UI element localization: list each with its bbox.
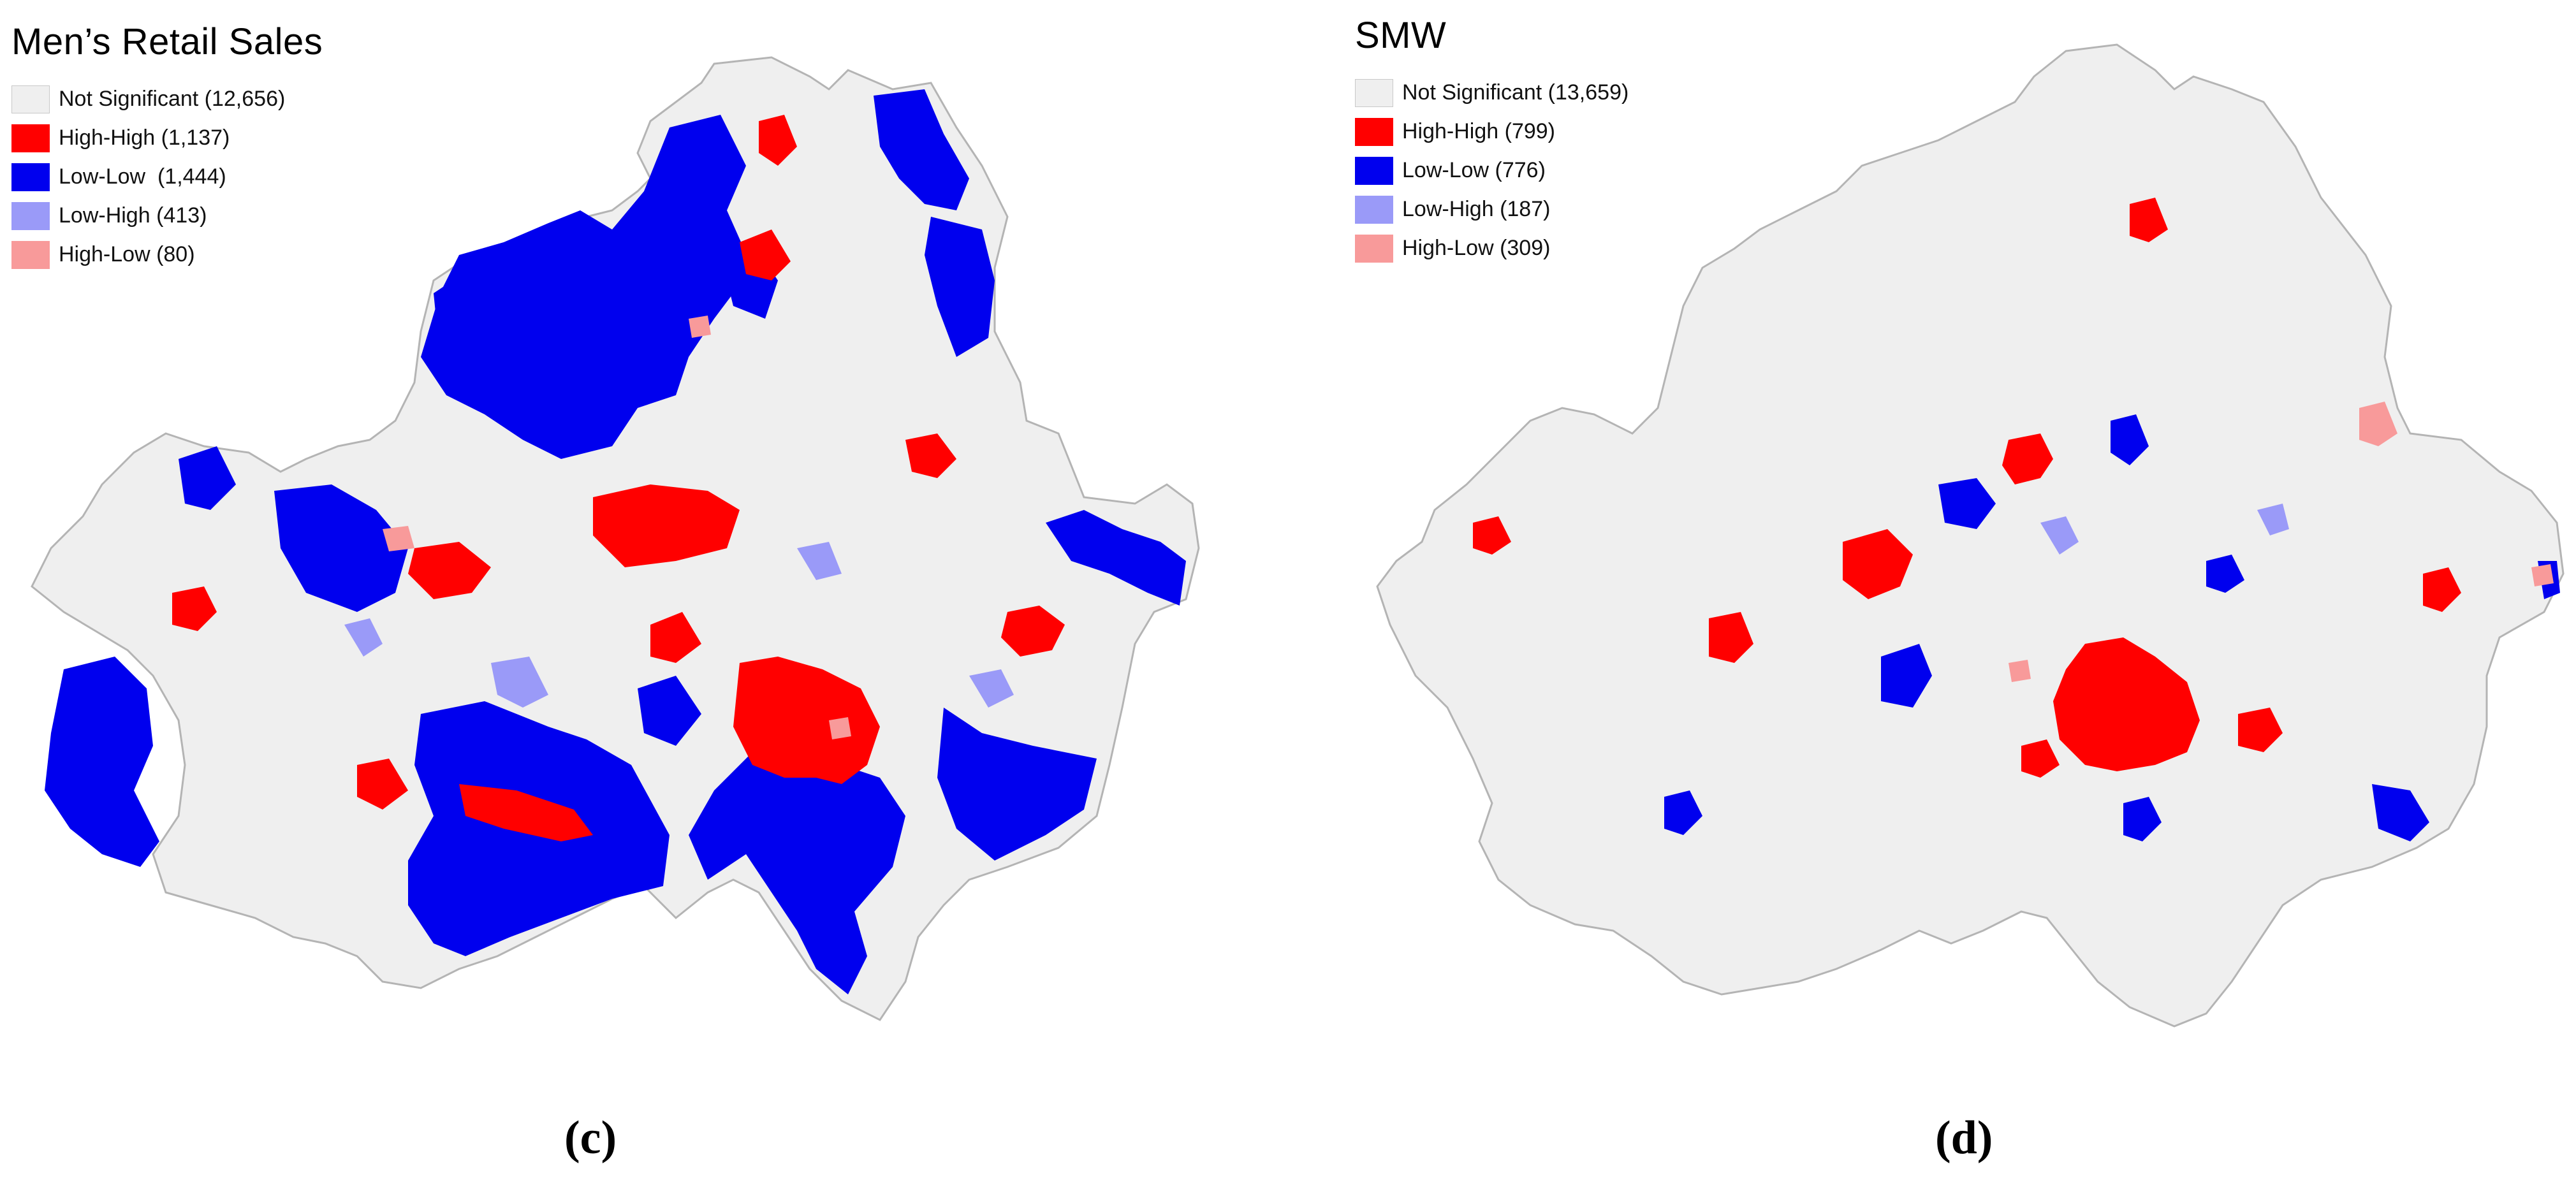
high-high-region-c3 xyxy=(408,542,491,599)
map-legend: Not Significant (13,659) High-High (799)… xyxy=(1355,73,1628,268)
legend-item-high-low: High-Low (309) xyxy=(1355,229,1628,268)
map-title: SMW xyxy=(1355,15,1447,56)
low-low-region-c4 xyxy=(274,484,408,612)
low-low-region-c8 xyxy=(45,657,159,867)
low-low-region-d3 xyxy=(2372,784,2429,841)
map-panel-d: SMW Not Significant (13,659) High-High (… xyxy=(1288,0,2576,1178)
legend-item-not-significant: Not Significant (12,656) xyxy=(11,80,285,119)
legend-label: High-High (799) xyxy=(1402,119,1555,143)
high-high-region-c9 xyxy=(905,433,956,478)
high-high-region-d8 xyxy=(2130,198,2168,242)
city-outline-d xyxy=(1376,43,2565,1028)
low-low-region-d2 xyxy=(1938,478,1996,529)
map-panel-c: Men’s Retail Sales Not Significant (12,6… xyxy=(11,21,1200,1164)
high-high-region-d6 xyxy=(2238,708,2283,752)
high-low-region-d2 xyxy=(2009,660,2031,682)
legend-swatch-not-significant xyxy=(11,85,50,113)
high-high-region-d9 xyxy=(2021,739,2060,778)
high-high-region-d3 xyxy=(2002,433,2053,484)
low-low-region-d1 xyxy=(1881,644,1932,708)
high-high-region-c10 xyxy=(172,586,217,631)
legend-label: Low-High (187) xyxy=(1402,197,1551,221)
high-high-region-c5 xyxy=(1001,606,1065,657)
low-high-region-c1 xyxy=(491,657,548,708)
high-high-region-c1 xyxy=(593,484,740,567)
panel-label: (d) xyxy=(1935,1112,1993,1164)
legend-item-low-low: Low-Low (1,444) xyxy=(11,157,285,196)
map-title: Men’s Retail Sales xyxy=(11,21,323,62)
high-high-region-c2 xyxy=(733,657,880,784)
legend-swatch-high-low xyxy=(1355,234,1393,263)
high-low-region-c2 xyxy=(689,316,711,338)
high-high-region-c7 xyxy=(357,759,408,810)
cluster-regions-d xyxy=(1473,198,2560,841)
cluster-map-c xyxy=(31,56,1200,1021)
legend-label: Not Significant (13,659) xyxy=(1402,80,1629,105)
legend-item-high-high: High-High (1,137) xyxy=(11,119,285,157)
low-low-region-c6 xyxy=(689,739,905,994)
low-high-region-c4 xyxy=(969,669,1014,708)
high-high-region-c8 xyxy=(650,612,701,663)
legend-label: Low-Low (1,444) xyxy=(59,164,226,189)
legend-item-low-high: Low-High (187) xyxy=(1355,190,1628,229)
high-low-region-d1 xyxy=(2359,402,2397,446)
high-low-region-c1 xyxy=(383,526,414,551)
legend-item-low-low: Low-Low (776) xyxy=(1355,151,1628,190)
panel-label: (c) xyxy=(564,1112,617,1164)
low-high-region-d1 xyxy=(2040,516,2079,555)
legend-item-low-high: Low-High (413) xyxy=(11,196,285,235)
legend-swatch-high-low xyxy=(11,240,50,269)
legend-swatch-low-low xyxy=(11,163,50,191)
low-low-region-c10 xyxy=(434,268,497,382)
low-low-region-c1 xyxy=(421,115,752,459)
low-low-region-d4 xyxy=(2111,414,2149,465)
low-low-region-c12 xyxy=(638,676,701,746)
legend-label: High-Low (309) xyxy=(1402,236,1551,260)
low-low-region-c9 xyxy=(1046,510,1186,606)
legend-swatch-low-high xyxy=(1355,195,1393,224)
legend-swatch-high-high xyxy=(1355,117,1393,146)
legend-label: High-Low (80) xyxy=(59,242,195,266)
low-low-region-c7 xyxy=(937,708,1097,861)
legend-label: Not Significant (12,656) xyxy=(59,87,286,111)
legend-swatch-not-significant xyxy=(1355,78,1393,107)
low-low-region-c3 xyxy=(925,217,995,357)
legend-item-high-low: High-Low (80) xyxy=(11,235,285,274)
low-low-region-c11 xyxy=(179,446,236,510)
legend-label: Low-Low (776) xyxy=(1402,158,1546,182)
high-high-region-d5 xyxy=(2423,567,2461,612)
low-high-region-d2 xyxy=(2257,504,2289,535)
high-high-region-c6 xyxy=(740,229,791,280)
legend-label: Low-High (413) xyxy=(59,203,207,228)
map-legend: Not Significant (12,656) High-High (1,13… xyxy=(11,80,285,274)
legend-label: High-High (1,137) xyxy=(59,126,230,150)
high-high-region-d1 xyxy=(2053,637,2200,771)
cluster-regions-c xyxy=(45,89,1186,994)
cluster-map-d xyxy=(1376,43,2565,1028)
low-low-region-d6 xyxy=(1664,790,1702,835)
low-low-region-d8 xyxy=(2123,797,2162,841)
high-low-region-c3 xyxy=(829,717,851,739)
low-low-region-d5 xyxy=(2206,555,2244,593)
high-low-region-d3 xyxy=(2531,564,2554,586)
legend-swatch-high-high xyxy=(11,124,50,152)
high-high-region-c4 xyxy=(459,784,593,841)
high-high-region-d4 xyxy=(1709,612,1753,663)
low-low-region-c2 xyxy=(874,89,969,210)
high-high-region-c11 xyxy=(759,115,797,166)
legend-item-not-significant: Not Significant (13,659) xyxy=(1355,73,1628,112)
high-high-region-d7 xyxy=(1473,516,1511,555)
legend-item-high-high: High-High (799) xyxy=(1355,112,1628,151)
low-high-region-c2 xyxy=(797,542,842,580)
low-high-region-c3 xyxy=(344,618,383,657)
legend-swatch-low-low xyxy=(1355,156,1393,185)
legend-swatch-low-high xyxy=(11,201,50,230)
high-high-region-d2 xyxy=(1843,529,1913,599)
